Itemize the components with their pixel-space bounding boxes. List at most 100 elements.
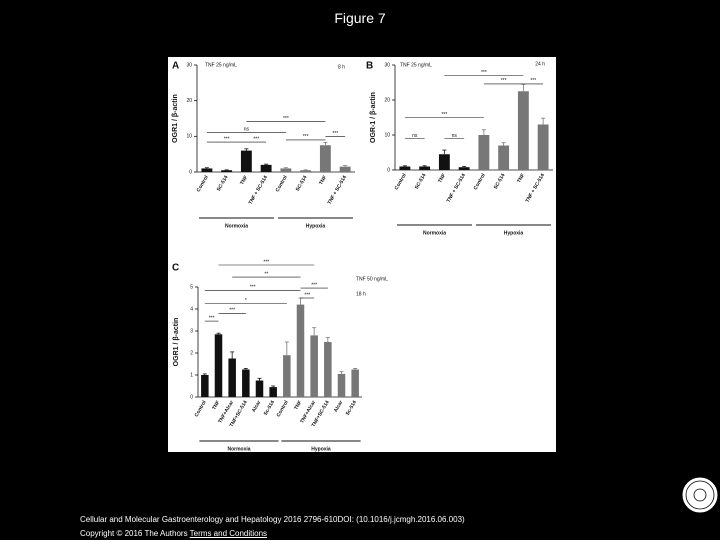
error-bar bbox=[481, 129, 486, 135]
terms-link[interactable]: Terms and Conditions bbox=[189, 529, 268, 538]
y-tick-label: 10 bbox=[384, 132, 390, 138]
significance-label: ns bbox=[412, 133, 418, 139]
annotation: TNF 50 ng/mL bbox=[356, 276, 388, 282]
bar bbox=[339, 166, 351, 172]
citation: Cellular and Molecular Gastroenterology … bbox=[80, 515, 465, 524]
error-bar bbox=[339, 371, 344, 374]
error-bar bbox=[216, 332, 221, 335]
y-tick-label: 10 bbox=[186, 134, 192, 140]
bar bbox=[498, 145, 510, 170]
annotation: TNF 25 ng/mL bbox=[205, 62, 237, 68]
x-tick-label: TNF bbox=[318, 175, 328, 186]
group-label: Hypoxia bbox=[504, 230, 524, 236]
slide-title: Figure 7 bbox=[334, 10, 386, 26]
annotation: TNF 25 ng/mL bbox=[400, 62, 432, 68]
annotation: 24 h bbox=[535, 61, 545, 67]
panel-letter: B bbox=[366, 61, 373, 72]
panel-letter: A bbox=[172, 61, 179, 72]
bar bbox=[319, 145, 331, 172]
significance-label: * bbox=[245, 298, 247, 304]
x-tick-label: Alcar bbox=[333, 400, 344, 414]
y-tick-label: 20 bbox=[384, 97, 390, 103]
significance-label: *** bbox=[263, 259, 269, 265]
bar bbox=[337, 373, 346, 397]
x-tick-label: TNF bbox=[293, 400, 303, 411]
bar bbox=[228, 358, 236, 397]
panel-letter: C bbox=[172, 263, 179, 274]
significance-label: *** bbox=[530, 78, 536, 84]
bar bbox=[260, 164, 272, 172]
group-label: Hypoxia bbox=[311, 446, 331, 452]
group-label: Hypoxia bbox=[306, 223, 326, 229]
group-label: Normoxia bbox=[225, 223, 248, 229]
bar bbox=[255, 380, 264, 397]
annotation: 18 h bbox=[356, 291, 366, 297]
bar bbox=[537, 124, 549, 170]
y-tick-label: 5 bbox=[190, 284, 193, 290]
significance-label: ns bbox=[452, 133, 458, 139]
significance-label: *** bbox=[303, 134, 309, 140]
bar bbox=[240, 150, 252, 172]
error-bar bbox=[264, 163, 269, 165]
x-tick-label: TNF bbox=[239, 175, 249, 186]
error-bar bbox=[283, 167, 288, 169]
bar bbox=[283, 355, 291, 397]
bar bbox=[351, 369, 359, 397]
significance-label: ** bbox=[264, 271, 268, 277]
bar bbox=[280, 168, 292, 172]
bar bbox=[201, 375, 209, 397]
group-label: Normoxia bbox=[423, 230, 446, 236]
bar bbox=[399, 166, 411, 170]
y-axis-label: OGR-1 / β-actin bbox=[370, 92, 377, 143]
significance-label: *** bbox=[209, 315, 215, 321]
y-tick-label: 20 bbox=[186, 98, 192, 104]
bar bbox=[438, 154, 450, 170]
y-tick-label: 0 bbox=[189, 169, 192, 175]
copyright: Copyright © 2016 The Authors bbox=[80, 529, 188, 538]
significance-label: *** bbox=[250, 285, 256, 291]
error-bar bbox=[402, 165, 407, 167]
y-tick-label: 3 bbox=[190, 328, 193, 334]
x-tick-label: TNF bbox=[437, 173, 447, 184]
bar bbox=[478, 135, 490, 170]
error-bar bbox=[244, 148, 249, 151]
y-tick-label: 1 bbox=[190, 372, 193, 378]
error-bar bbox=[312, 327, 317, 336]
significance-label: *** bbox=[253, 136, 259, 142]
copyright-line: Copyright © 2016 The Authors Terms and C… bbox=[80, 529, 267, 538]
y-tick-label: 30 bbox=[186, 62, 192, 68]
error-bar bbox=[442, 149, 447, 155]
error-bar bbox=[325, 337, 330, 342]
y-axis-label: OGR1 / β-actin bbox=[172, 94, 179, 143]
error-bar bbox=[353, 367, 358, 370]
significance-label: ns bbox=[244, 127, 250, 133]
error-bar bbox=[501, 142, 506, 146]
y-tick-label: 2 bbox=[190, 350, 193, 356]
logo bbox=[681, 476, 719, 514]
bar bbox=[296, 304, 305, 397]
significance-label: *** bbox=[304, 292, 310, 298]
y-tick-label: 0 bbox=[190, 394, 193, 400]
error-bar bbox=[422, 165, 427, 167]
y-axis-label: OGR1 / β-actin bbox=[173, 318, 180, 367]
error-bar bbox=[521, 83, 526, 92]
error-bar bbox=[271, 385, 276, 388]
error-bar bbox=[343, 165, 348, 167]
x-tick-label: TNF bbox=[211, 400, 221, 411]
error-bar bbox=[541, 117, 546, 125]
y-tick-label: 0 bbox=[387, 167, 390, 173]
error-bar bbox=[462, 166, 467, 168]
significance-label: *** bbox=[311, 282, 317, 288]
bar bbox=[517, 91, 529, 170]
bar bbox=[221, 170, 233, 172]
bar bbox=[201, 168, 213, 172]
error-bar bbox=[202, 373, 207, 375]
bar bbox=[310, 335, 318, 397]
significance-label: *** bbox=[481, 70, 487, 76]
error-bar bbox=[323, 141, 328, 146]
significance-label: *** bbox=[501, 78, 507, 84]
error-bar bbox=[230, 351, 235, 359]
significance-label: *** bbox=[441, 112, 447, 118]
